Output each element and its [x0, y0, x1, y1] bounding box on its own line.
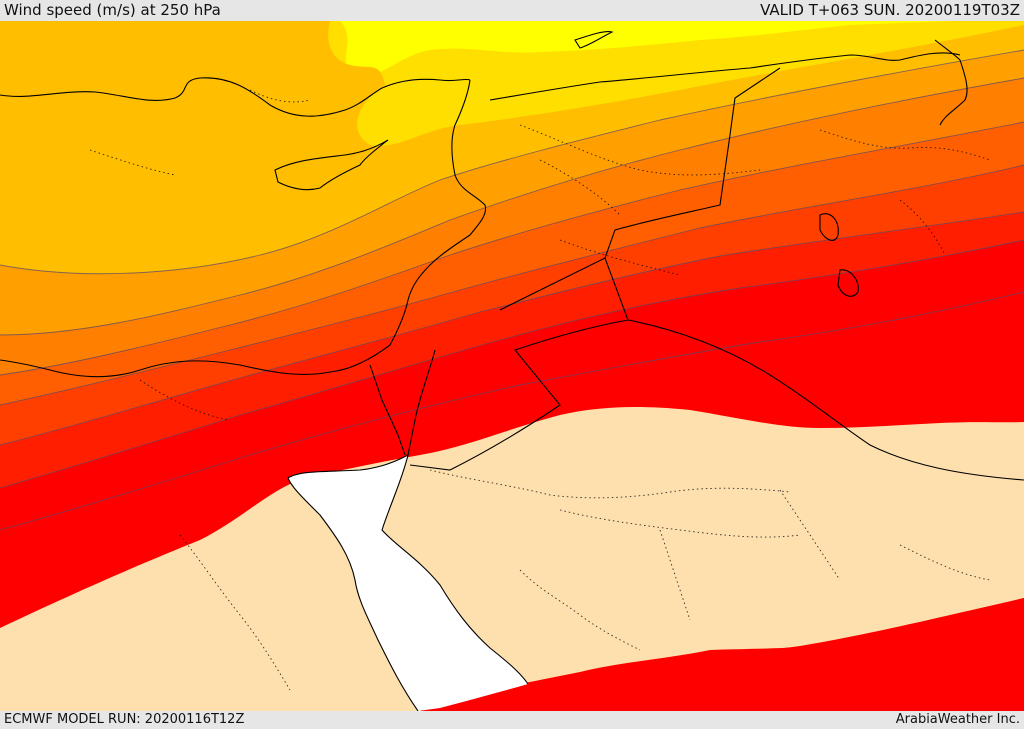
map-title: Wind speed (m/s) at 250 hPa	[4, 1, 221, 19]
red-sea	[288, 455, 528, 711]
wind-speed-map: .c1 { fill: #ffff00; } .c2 { fill: #ffdf…	[0, 21, 1024, 711]
valid-time: VALID T+063 SUN. 20200119T03Z	[760, 1, 1020, 19]
credit: ArabiaWeather Inc.	[895, 712, 1020, 727]
model-run: ECMWF MODEL RUN: 20200116T12Z	[4, 712, 245, 727]
low-wind-region	[0, 407, 1024, 711]
header-bar: Wind speed (m/s) at 250 hPa VALID T+063 …	[0, 0, 1024, 21]
contour-lines	[0, 49, 1024, 531]
wind-band-south	[420, 598, 1024, 711]
footer-bar: ECMWF MODEL RUN: 20200116T12Z ArabiaWeat…	[0, 711, 1024, 729]
coastlines	[0, 31, 1024, 711]
admin-borders	[89, 89, 991, 691]
